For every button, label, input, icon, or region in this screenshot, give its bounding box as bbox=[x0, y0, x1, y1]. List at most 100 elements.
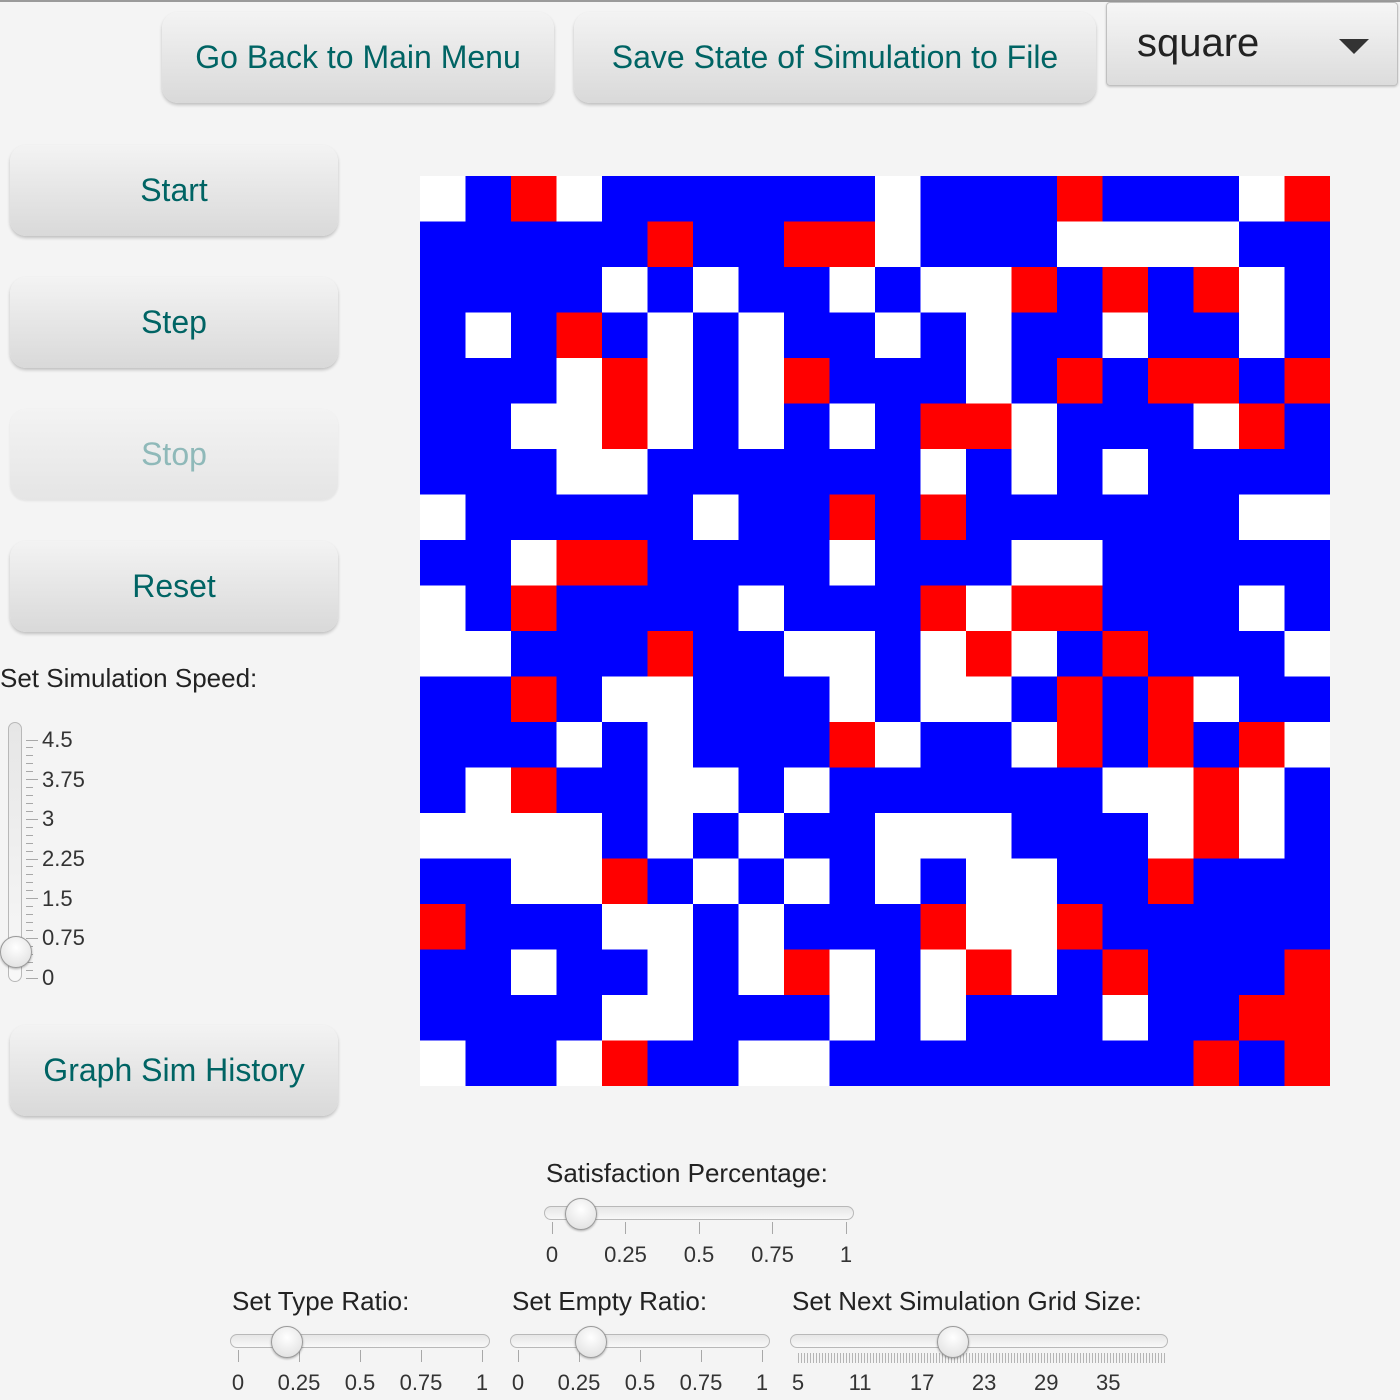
grid-cell-empty[interactable] bbox=[738, 403, 785, 450]
grid-cell-blue[interactable] bbox=[966, 722, 1012, 768]
grid-cell-empty[interactable] bbox=[784, 631, 830, 677]
grid-cell-empty[interactable] bbox=[647, 995, 694, 1041]
grid-cell-red[interactable] bbox=[420, 904, 466, 950]
grid-cell-empty[interactable] bbox=[1284, 722, 1331, 768]
grid-cell-blue[interactable] bbox=[602, 176, 648, 222]
grid-cell-red[interactable] bbox=[920, 403, 967, 450]
grid-cell-blue[interactable] bbox=[875, 767, 921, 814]
grid-cell-empty[interactable] bbox=[1239, 494, 1285, 541]
grid-cell-empty[interactable] bbox=[556, 403, 603, 450]
grid-cell-red[interactable] bbox=[784, 221, 830, 268]
grid-cell-blue[interactable] bbox=[1102, 813, 1149, 859]
grid-cell-blue[interactable] bbox=[966, 1040, 1012, 1087]
grid-cell-blue[interactable] bbox=[784, 312, 830, 359]
grid-cell-blue[interactable] bbox=[784, 813, 830, 859]
grid-cell-blue[interactable] bbox=[465, 221, 512, 268]
grid-cell-blue[interactable] bbox=[875, 949, 921, 996]
grid-cell-empty[interactable] bbox=[1102, 995, 1149, 1041]
grid-cell-empty[interactable] bbox=[966, 813, 1012, 859]
grid-cell-red[interactable] bbox=[602, 540, 648, 586]
grid-cell-blue[interactable] bbox=[556, 904, 603, 950]
graph-history-button[interactable]: Graph Sim History bbox=[10, 1025, 338, 1116]
grid-cell-empty[interactable] bbox=[693, 858, 739, 905]
grid-cell-empty[interactable] bbox=[647, 949, 694, 996]
grid-cell-blue[interactable] bbox=[647, 176, 694, 222]
grid-cell-empty[interactable] bbox=[647, 358, 694, 404]
grid-cell-blue[interactable] bbox=[875, 540, 921, 586]
grid-cell-blue[interactable] bbox=[1148, 449, 1194, 495]
grid-cell-empty[interactable] bbox=[1193, 221, 1240, 268]
grid-cell-blue[interactable] bbox=[920, 176, 967, 222]
grid-cell-blue[interactable] bbox=[738, 267, 785, 313]
grid-cell-empty[interactable] bbox=[602, 267, 648, 313]
grid-cell-blue[interactable] bbox=[829, 176, 876, 222]
grid-cell-blue[interactable] bbox=[693, 722, 739, 768]
grid-cell-blue[interactable] bbox=[1284, 449, 1331, 495]
grid-cell-blue[interactable] bbox=[1057, 267, 1103, 313]
save-state-button[interactable]: Save State of Simulation to File bbox=[574, 12, 1096, 103]
grid-cell-blue[interactable] bbox=[738, 767, 785, 814]
grid-cell-blue[interactable] bbox=[420, 995, 466, 1041]
grid-cell-blue[interactable] bbox=[1239, 1040, 1285, 1087]
grid-cell-blue[interactable] bbox=[465, 540, 512, 586]
grid-cell-blue[interactable] bbox=[738, 722, 785, 768]
grid-cell-blue[interactable] bbox=[420, 358, 466, 404]
grid-cell-blue[interactable] bbox=[966, 449, 1012, 495]
grid-cell-blue[interactable] bbox=[1193, 540, 1240, 586]
grid-cell-blue[interactable] bbox=[511, 1040, 557, 1087]
grid-cell-blue[interactable] bbox=[1239, 449, 1285, 495]
grid-cell-blue[interactable] bbox=[420, 449, 466, 495]
grid-cell-empty[interactable] bbox=[875, 176, 921, 222]
grid-cell-blue[interactable] bbox=[1284, 767, 1331, 814]
grid-cell-red[interactable] bbox=[1057, 904, 1103, 950]
grid-cell-red[interactable] bbox=[920, 904, 967, 950]
grid-cell-blue[interactable] bbox=[602, 767, 648, 814]
grid-cell-empty[interactable] bbox=[1148, 221, 1194, 268]
grid-cell-blue[interactable] bbox=[693, 449, 739, 495]
grid-cell-empty[interactable] bbox=[1011, 449, 1058, 495]
grid-cell-blue[interactable] bbox=[465, 904, 512, 950]
grid-cell-empty[interactable] bbox=[511, 540, 557, 586]
grid-cell-blue[interactable] bbox=[920, 221, 967, 268]
grid-cell-red[interactable] bbox=[602, 1040, 648, 1087]
grid-cell-blue[interactable] bbox=[556, 585, 603, 632]
grid-cell-blue[interactable] bbox=[1239, 540, 1285, 586]
grid-cell-empty[interactable] bbox=[647, 403, 694, 450]
grid-cell-red[interactable] bbox=[1239, 403, 1285, 450]
grid-cell-blue[interactable] bbox=[1239, 904, 1285, 950]
grid-cell-empty[interactable] bbox=[966, 585, 1012, 632]
grid-cell-blue[interactable] bbox=[829, 858, 876, 905]
grid-cell-empty[interactable] bbox=[1193, 676, 1240, 723]
grid-cell-empty[interactable] bbox=[1011, 631, 1058, 677]
grid-cell-red[interactable] bbox=[784, 949, 830, 996]
grid-cell-blue[interactable] bbox=[829, 904, 876, 950]
grid-cell-empty[interactable] bbox=[556, 1040, 603, 1087]
grid-cell-blue[interactable] bbox=[465, 267, 512, 313]
grid-cell-empty[interactable] bbox=[875, 312, 921, 359]
grid-cell-empty[interactable] bbox=[829, 949, 876, 996]
grid-cell-blue[interactable] bbox=[1011, 767, 1058, 814]
grid-cell-blue[interactable] bbox=[920, 722, 967, 768]
grid-cell-empty[interactable] bbox=[1011, 722, 1058, 768]
grid-cell-blue[interactable] bbox=[738, 449, 785, 495]
grid-cell-empty[interactable] bbox=[465, 767, 512, 814]
grid-cell-empty[interactable] bbox=[784, 1040, 830, 1087]
grid-cell-blue[interactable] bbox=[465, 585, 512, 632]
grid-cell-blue[interactable] bbox=[1148, 631, 1194, 677]
grid-cell-blue[interactable] bbox=[1102, 676, 1149, 723]
grid-cell-empty[interactable] bbox=[829, 676, 876, 723]
type-ratio-slider-track[interactable] bbox=[230, 1334, 490, 1348]
grid-cell-blue[interactable] bbox=[966, 767, 1012, 814]
grid-cell-blue[interactable] bbox=[420, 676, 466, 723]
grid-cell-blue[interactable] bbox=[465, 449, 512, 495]
grid-cell-empty[interactable] bbox=[966, 904, 1012, 950]
grid-cell-empty[interactable] bbox=[966, 312, 1012, 359]
grid-cell-blue[interactable] bbox=[1057, 995, 1103, 1041]
grid-cell-red[interactable] bbox=[511, 767, 557, 814]
reset-button[interactable]: Reset bbox=[10, 541, 338, 632]
grid-cell-empty[interactable] bbox=[1239, 267, 1285, 313]
grid-cell-empty[interactable] bbox=[920, 949, 967, 996]
grid-cell-blue[interactable] bbox=[647, 585, 694, 632]
grid-cell-empty[interactable] bbox=[829, 995, 876, 1041]
grid-cell-blue[interactable] bbox=[1193, 585, 1240, 632]
